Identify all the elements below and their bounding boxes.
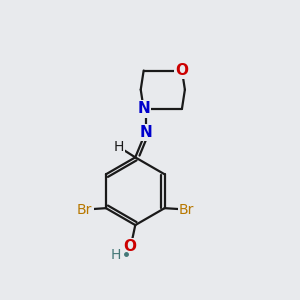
Text: O: O (176, 63, 188, 78)
Text: H: H (114, 140, 124, 154)
Text: Br: Br (77, 202, 92, 217)
Text: O: O (123, 239, 136, 254)
Text: N: N (139, 125, 152, 140)
Text: Br: Br (179, 202, 194, 217)
Text: H: H (111, 248, 121, 262)
Text: N: N (137, 101, 150, 116)
